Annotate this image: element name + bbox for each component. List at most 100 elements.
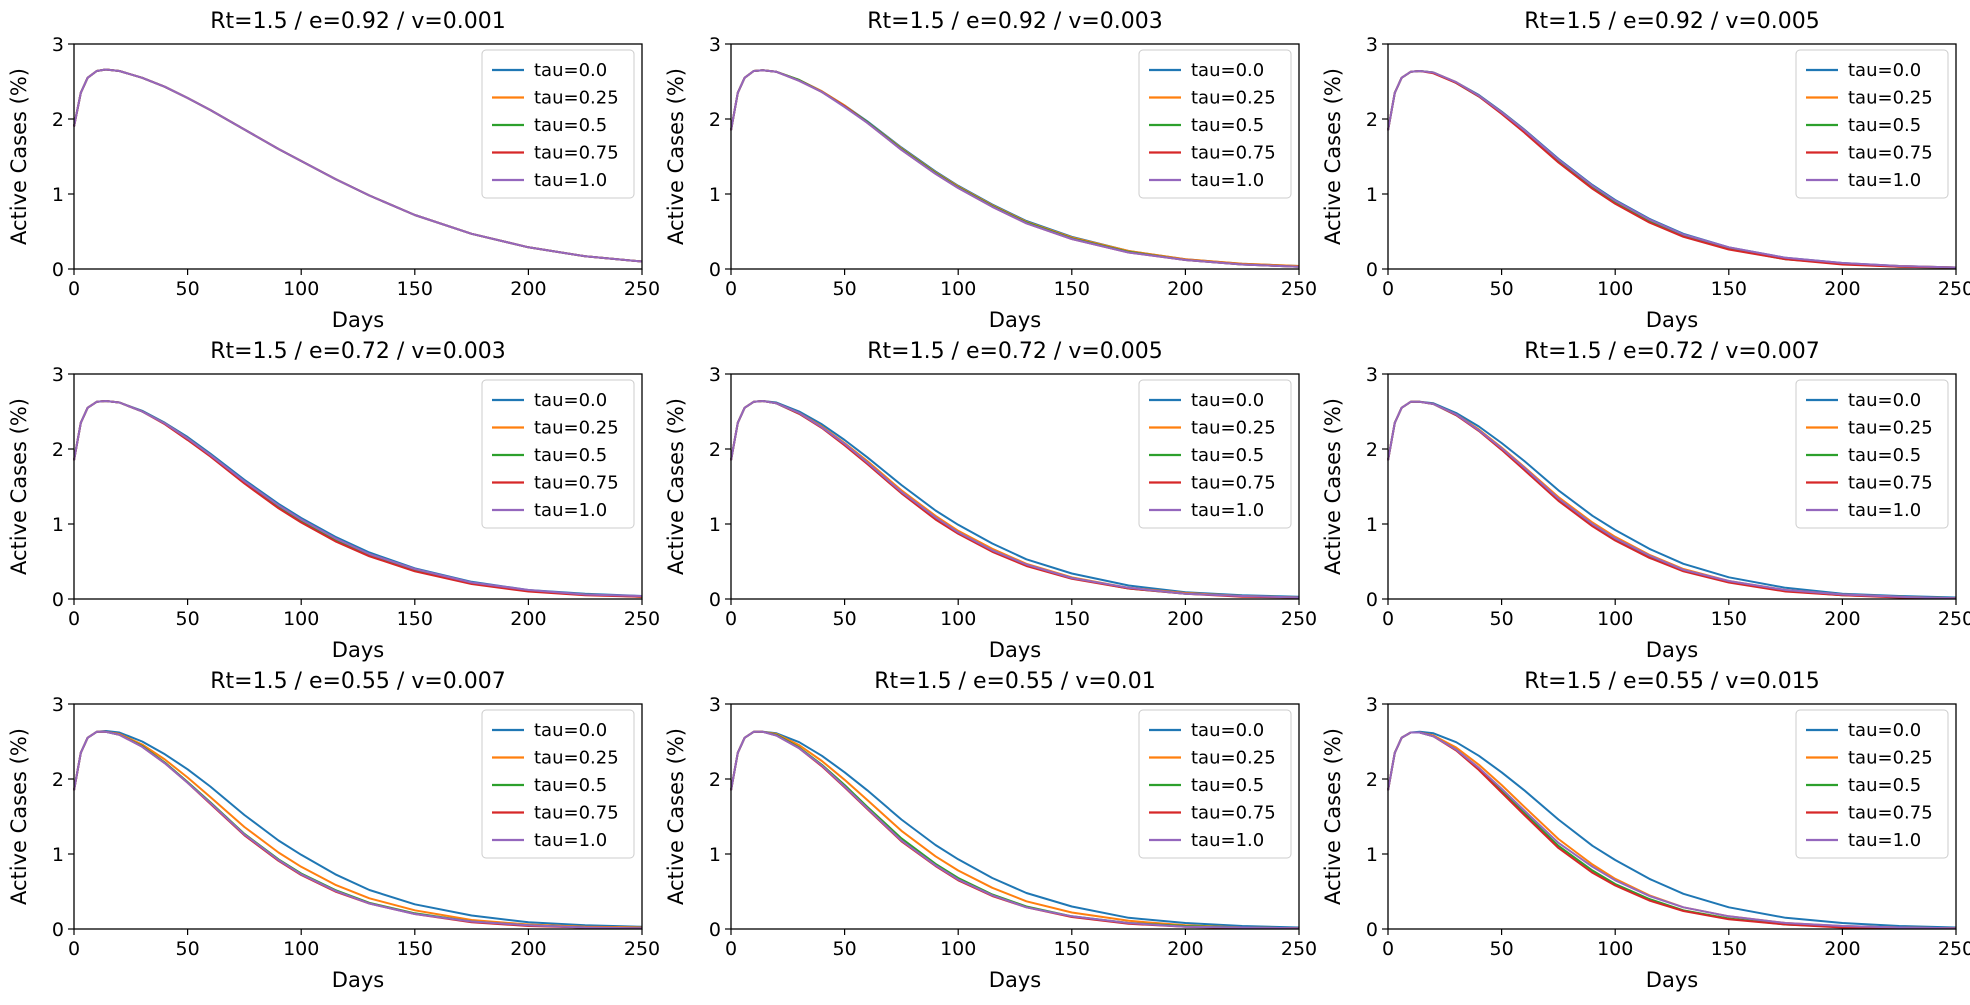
series-line-tau-1-0 [73,400,643,597]
legend-label: tau=0.0 [1848,390,1921,411]
x-axis-label: Days [332,308,384,332]
legend-label: tau=0.0 [1191,60,1264,81]
x-axis-label: Days [332,638,384,662]
x-tick-label: 200 [1824,278,1860,300]
y-tick-label: 2 [709,439,721,461]
x-tick-label: 150 [1054,938,1090,960]
chart-panel-9: Rt=1.5 / e=0.55 / v=0.015 0 50 100 150 200 250… [1314,660,1970,995]
y-tick-label: 2 [1366,439,1378,461]
y-tick-label: 1 [709,184,721,206]
legend-box [1795,379,1949,529]
x-tick-label: 150 [1054,608,1090,630]
chart-panel-4: Rt=1.5 / e=0.72 / v=0.003 0 50 100 150 200 250… [0,330,660,665]
y-tick-label: 3 [1366,34,1378,56]
x-tick-label: 100 [1597,608,1633,630]
legend-box [481,49,635,199]
legend-label: tau=0.75 [1191,803,1276,824]
plot-frame [1387,43,1957,270]
chart-svg: Rt=1.5 / e=0.72 / v=0.003 0 50 100 150 200 250… [7,339,660,662]
legend-label: tau=1.0 [1848,170,1921,191]
chart-panel-1: Rt=1.5 / e=0.92 / v=0.001 0 50 100 150 200 250… [0,0,660,335]
chart-title: Rt=1.5 / e=0.92 / v=0.005 [1524,9,1820,34]
y-tick-label: 2 [52,109,64,131]
chart-panel-2: Rt=1.5 / e=0.92 / v=0.003 0 50 100 150 200 250… [657,0,1317,335]
chart-svg: Rt=1.5 / e=0.55 / v=0.007 0 50 100 150 200 250… [7,669,660,992]
x-tick-label: 150 [397,938,433,960]
x-tick-label: 100 [1597,278,1633,300]
x-tick-label: 0 [725,608,737,630]
x-axis-label: Days [1646,968,1698,992]
y-tick-label: 0 [52,589,64,611]
y-axis-label: Active Cases (%) [1321,68,1345,245]
plot-frame [73,373,643,600]
plot-frame [73,703,643,930]
series-line-tau-1-0 [1387,400,1957,600]
x-axis-label: Days [1646,308,1698,332]
legend-label: tau=0.0 [1191,390,1264,411]
legend-label: tau=0.0 [534,60,607,81]
x-tick-label: 150 [397,278,433,300]
legend-label: tau=0.5 [1848,445,1921,466]
legend-label: tau=0.25 [1191,88,1276,109]
y-axis-label: Active Cases (%) [664,398,688,575]
chart-panel-5: Rt=1.5 / e=0.72 / v=0.005 0 50 100 150 200 250… [657,330,1317,665]
x-axis-label: Days [989,968,1041,992]
chart-panel-3: Rt=1.5 / e=0.92 / v=0.005 0 50 100 150 200 250… [1314,0,1970,335]
legend: tau=0.0 tau=0.25 tau=0.5 tau=0.75 tau=1.0 [1795,379,1949,529]
y-tick-label: 3 [709,364,721,386]
chart-svg: Rt=1.5 / e=0.92 / v=0.003 0 50 100 150 200 250… [664,9,1317,332]
legend-box [481,709,635,859]
y-tick-label: 2 [709,109,721,131]
y-tick-label: 2 [709,769,721,791]
x-tick-label: 200 [1167,938,1203,960]
chart-panel-6: Rt=1.5 / e=0.72 / v=0.007 0 50 100 150 200 250… [1314,330,1970,665]
x-tick-label: 250 [1938,278,1970,300]
x-tick-label: 100 [283,608,319,630]
legend-label: tau=0.75 [534,143,619,164]
y-tick-label: 0 [1366,919,1378,941]
y-axis-label: Active Cases (%) [1321,398,1345,575]
legend-label: tau=0.75 [534,473,619,494]
chart-title: Rt=1.5 / e=0.92 / v=0.001 [210,9,506,34]
x-tick-label: 150 [1711,608,1747,630]
legend-label: tau=0.0 [1848,60,1921,81]
x-tick-label: 200 [510,938,546,960]
x-tick-label: 100 [1597,938,1633,960]
legend-box [1138,709,1292,859]
chart-svg: Rt=1.5 / e=0.55 / v=0.015 0 50 100 150 200 250… [1321,669,1970,992]
x-tick-label: 200 [1167,278,1203,300]
y-tick-label: 2 [52,769,64,791]
x-tick-label: 200 [1824,938,1860,960]
y-tick-label: 3 [52,364,64,386]
series-line-tau-1-0 [1387,70,1957,269]
legend-box [1795,49,1949,199]
chart-title: Rt=1.5 / e=0.55 / v=0.007 [210,669,506,694]
y-tick-label: 0 [1366,589,1378,611]
legend-label: tau=0.5 [1191,775,1264,796]
chart-panel-8: Rt=1.5 / e=0.55 / v=0.01 0 50 100 150 200 250 0… [657,660,1317,995]
y-tick-label: 3 [709,34,721,56]
chart-title: Rt=1.5 / e=0.72 / v=0.003 [210,339,506,364]
x-tick-label: 200 [1824,608,1860,630]
y-tick-label: 1 [1366,844,1378,866]
legend-label: tau=0.25 [1191,418,1276,439]
legend-label: tau=1.0 [1848,830,1921,851]
chart-title: Rt=1.5 / e=0.72 / v=0.007 [1524,339,1820,364]
chart-svg: Rt=1.5 / e=0.55 / v=0.01 0 50 100 150 200 250 0… [664,669,1317,992]
legend: tau=0.0 tau=0.25 tau=0.5 tau=0.75 tau=1.0 [481,709,635,859]
plot-frame [730,703,1300,930]
legend-label: tau=0.75 [1848,143,1933,164]
legend: tau=0.0 tau=0.25 tau=0.5 tau=0.75 tau=1.0 [1138,49,1292,199]
y-tick-label: 1 [52,514,64,536]
x-tick-label: 50 [833,278,857,300]
y-tick-label: 2 [1366,769,1378,791]
chart-title: Rt=1.5 / e=0.55 / v=0.015 [1524,669,1820,694]
y-tick-label: 2 [52,439,64,461]
legend-label: tau=0.25 [1848,748,1933,769]
legend: tau=0.0 tau=0.25 tau=0.5 tau=0.75 tau=1.0 [1138,709,1292,859]
legend-label: tau=0.75 [1848,803,1933,824]
x-tick-label: 50 [176,608,200,630]
legend-box [1138,49,1292,199]
legend-label: tau=0.0 [534,720,607,741]
y-tick-label: 1 [709,844,721,866]
